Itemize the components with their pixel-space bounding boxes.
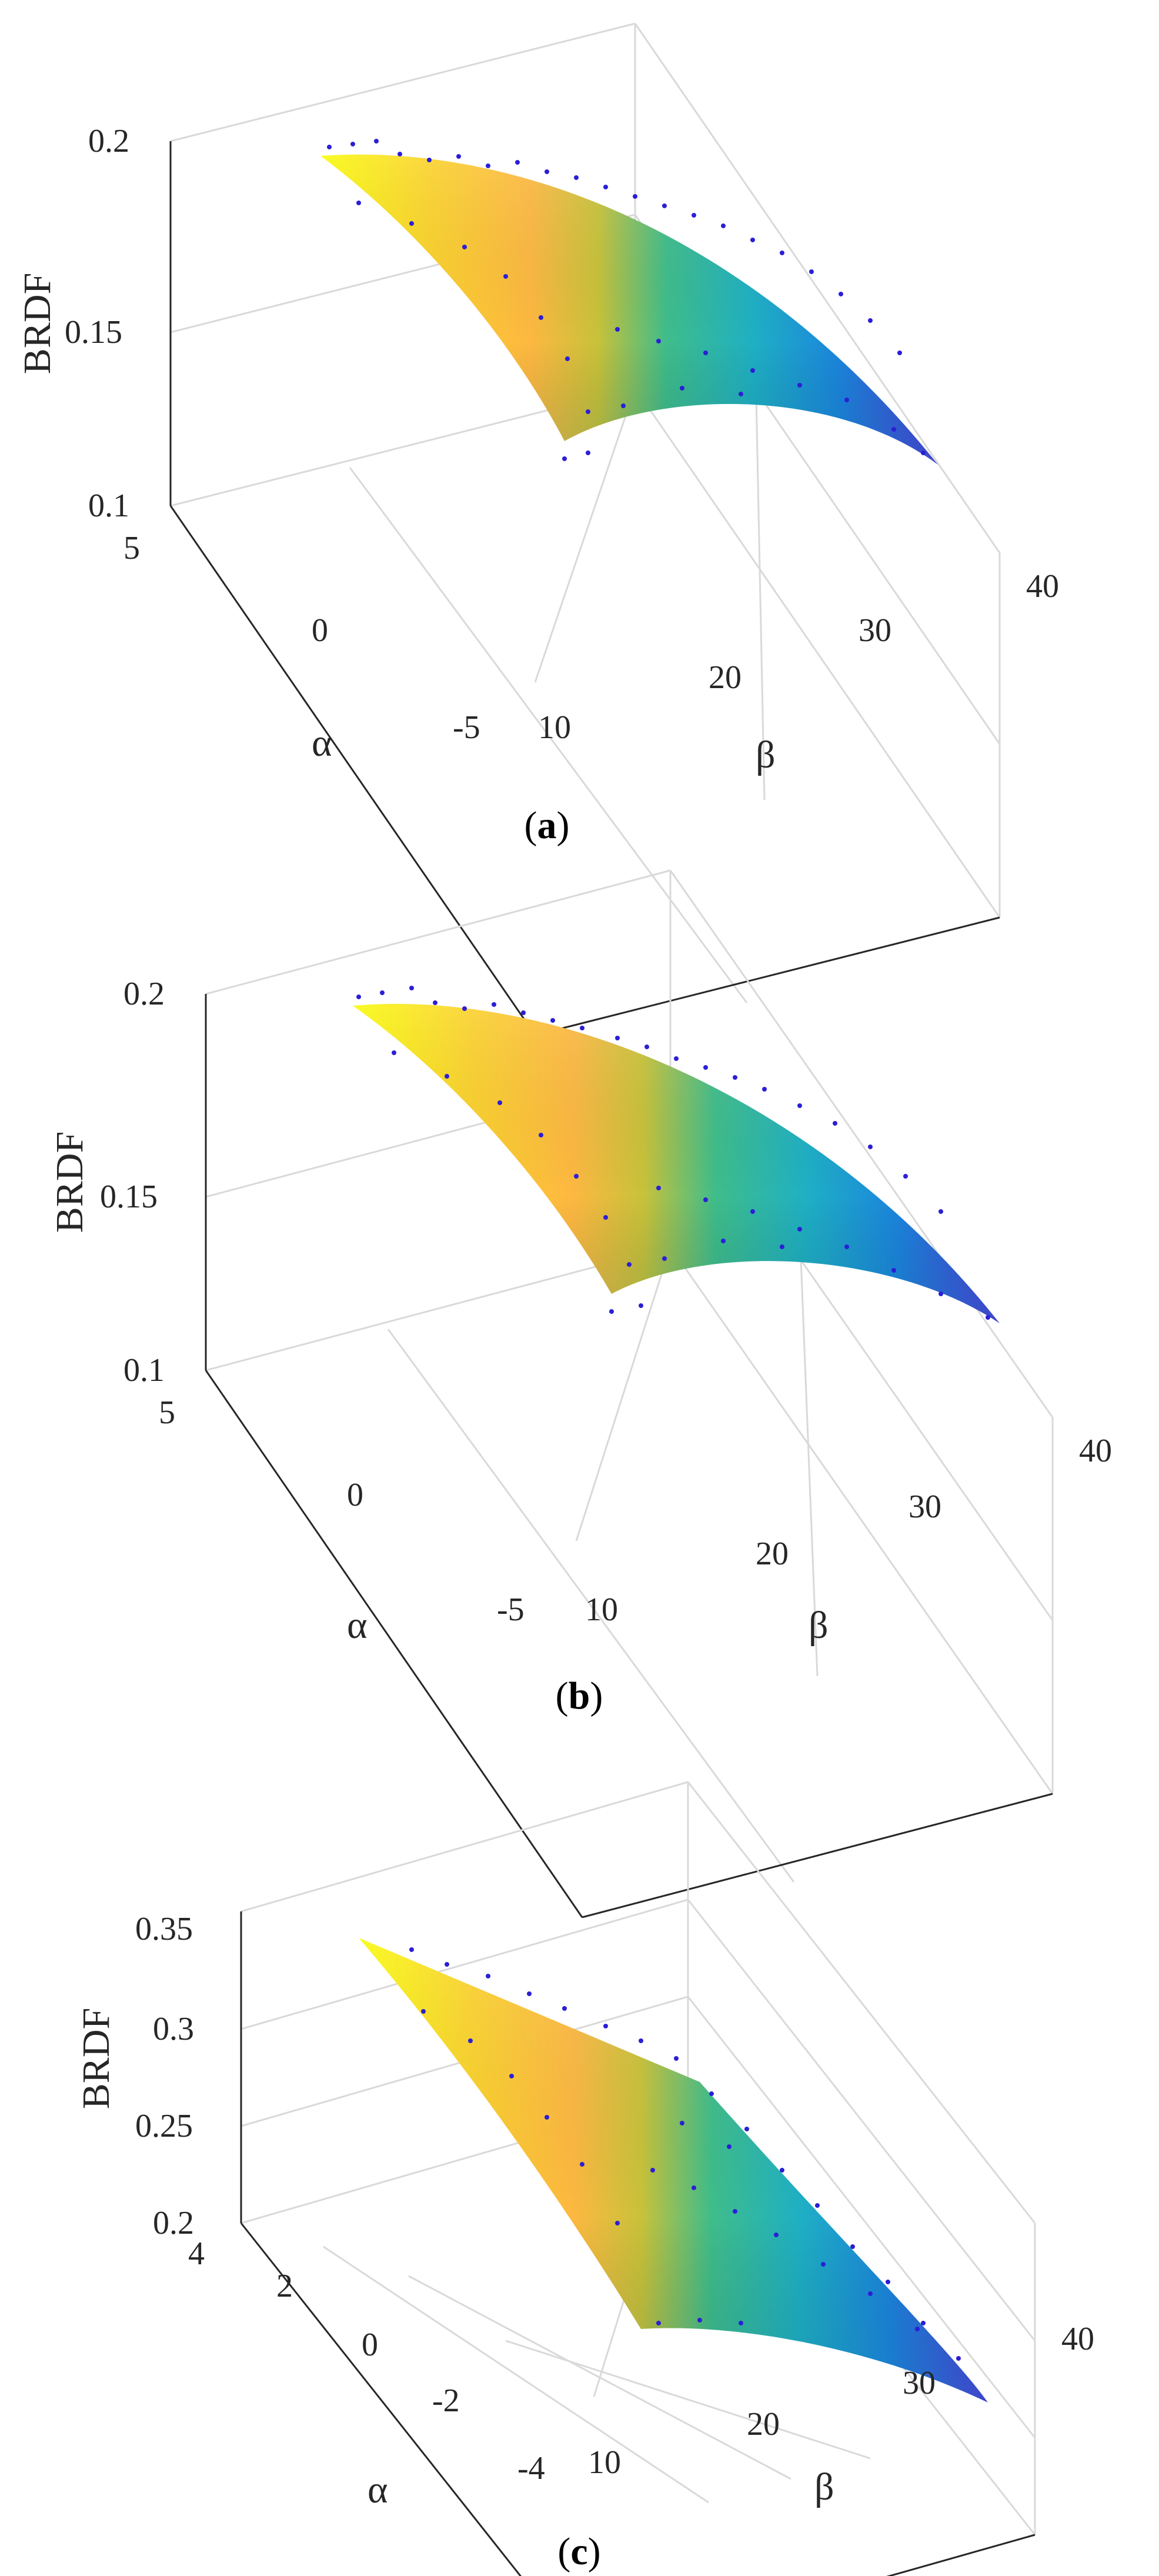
y-ticks: 10 20 30 40	[588, 2321, 1094, 2481]
y-tick-label: 10	[585, 1591, 618, 1628]
z-ticks: 0.2 0.15 0.1	[100, 976, 165, 1389]
z-axis-label: BRDF	[16, 273, 59, 374]
grid-back-wall	[205, 869, 1054, 1883]
x-tick-label: -2	[432, 2383, 460, 2419]
y-tick-label: 10	[538, 709, 571, 746]
caption-open: (	[557, 2530, 570, 2573]
panel-caption: (c)	[557, 2530, 600, 2573]
panel-a: 0.2 0.15 0.1 BRDF 5 0 -5 α 10 20 30 40 β…	[16, 22, 1059, 1036]
axis-box	[205, 994, 1053, 1918]
x-tick-label: 5	[123, 530, 140, 566]
x-tick-label: 4	[188, 2235, 205, 2272]
axis-box	[169, 141, 1000, 1036]
panel-b: 0.2 0.15 0.1 BRDF 5 0 -5 α 10 20 30 40 β…	[48, 869, 1112, 1918]
z-tick-label: 0.2	[123, 976, 165, 1012]
y-axis-label: β	[809, 1604, 829, 1647]
y-tick-label: 10	[588, 2444, 621, 2481]
caption-close: )	[557, 804, 570, 847]
caption-open: (	[556, 1674, 569, 1717]
caption-close: )	[590, 1674, 603, 1717]
x-tick-label: -5	[497, 1591, 525, 1628]
surface-shading	[353, 1003, 1000, 1323]
z-tick-label: 0.1	[88, 488, 129, 524]
x-ticks: 4 2 0 -2 -4	[188, 2235, 545, 2487]
caption-close: )	[588, 2530, 601, 2573]
surface-shading	[359, 1938, 988, 2403]
x-tick-label: 5	[159, 1394, 175, 1431]
axis-box	[240, 1911, 1036, 2576]
data-points	[409, 1947, 961, 2361]
grid-back-wall	[170, 22, 1001, 1003]
y-tick-label: 40	[1061, 2321, 1094, 2357]
z-tick-label: 0.1	[123, 1352, 165, 1389]
y-ticks: 10 20 30 40	[585, 1433, 1112, 1628]
y-tick-label: 30	[903, 2365, 936, 2401]
z-tick-label: 0.15	[65, 314, 122, 351]
y-tick-label: 20	[756, 1536, 789, 1572]
x-tick-label: 2	[276, 2268, 293, 2304]
z-axis-label: BRDF	[48, 1132, 91, 1233]
z-tick-label: 0.3	[153, 2011, 194, 2047]
x-ticks: 5 0 -5	[123, 530, 480, 746]
z-tick-label: 0.25	[135, 2108, 193, 2144]
y-axis-label: β	[814, 2465, 834, 2508]
y-tick-label: 30	[909, 1489, 941, 1525]
z-tick-label: 0.15	[100, 1179, 158, 1215]
x-tick-label: -5	[453, 709, 480, 746]
y-tick-label: 40	[1026, 568, 1059, 605]
x-axis-label: α	[347, 1604, 368, 1647]
x-tick-label: -4	[517, 2450, 545, 2487]
panel-c: 0.35 0.3 0.25 0.2 BRDF 4 2 0 -2 -4 α 10 …	[75, 1781, 1094, 2576]
panel-caption: (b)	[556, 1674, 603, 1717]
panel-caption: (a)	[525, 804, 570, 847]
surface-shading	[320, 154, 938, 465]
z-ticks: 0.35 0.3 0.25 0.2	[135, 1911, 194, 2241]
x-tick-label: 0	[362, 2327, 378, 2363]
caption-letter: b	[569, 1674, 590, 1717]
caption-letter: a	[537, 804, 557, 847]
y-axis-label: β	[756, 733, 776, 776]
y-tick-label: 40	[1079, 1433, 1112, 1469]
y-tick-label: 30	[859, 612, 891, 649]
z-tick-label: 0.2	[88, 123, 129, 159]
caption-open: (	[525, 804, 537, 847]
caption-letter: c	[570, 2530, 587, 2573]
x-axis-label: α	[312, 722, 332, 765]
z-ticks: 0.2 0.15 0.1	[65, 123, 129, 524]
data-points	[356, 986, 990, 1320]
x-tick-label: 0	[347, 1477, 363, 1513]
z-tick-label: 0.2	[153, 2205, 194, 2241]
x-ticks: 5 0 -5	[159, 1394, 525, 1628]
x-tick-label: 0	[312, 612, 328, 649]
y-tick-label: 20	[747, 2406, 780, 2442]
y-tick-label: 20	[709, 659, 742, 696]
y-ticks: 10 20 30 40	[538, 568, 1059, 746]
z-axis-label: BRDF	[75, 2008, 118, 2109]
z-tick-label: 0.35	[135, 1911, 193, 1947]
x-axis-label: α	[368, 2468, 388, 2511]
data-points	[327, 139, 926, 461]
